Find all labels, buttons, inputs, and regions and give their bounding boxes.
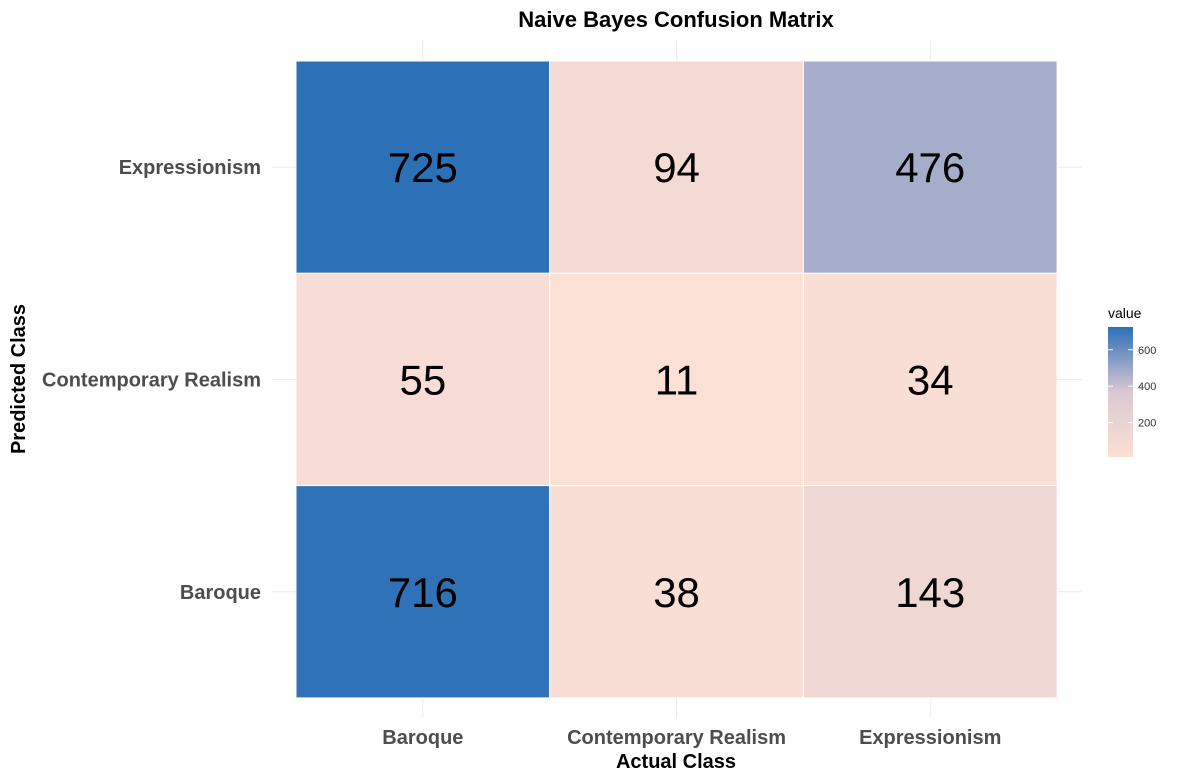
- x-axis-title: Actual Class: [616, 751, 736, 773]
- y-axis-tick-labels: Baroque Contemporary Realism Expressionism: [42, 157, 261, 604]
- heatmap-cell-expressionism-expressionism: [802, 60, 1058, 274]
- heatmap-cell-contemporary-realism-baroque: [295, 272, 551, 487]
- cell-value-labels: 725 94 476 55 11 34 716 38 143: [388, 144, 965, 616]
- cell-value-label: 725: [388, 144, 458, 191]
- chart-title: Naive Bayes Confusion Matrix: [518, 7, 834, 32]
- cell-value-label: 55: [399, 356, 446, 403]
- cell-value-label: 716: [388, 569, 458, 616]
- legend-color-bar: [1108, 327, 1133, 457]
- y-tick-label-contemporary-realism: Contemporary Realism: [42, 369, 261, 391]
- legend-title: value: [1108, 305, 1142, 321]
- legend-tick-label: 400: [1138, 381, 1156, 393]
- color-legend: value 200 400 600: [1108, 305, 1156, 457]
- x-tick-label-contemporary-realism: Contemporary Realism: [567, 727, 786, 749]
- heatmap-cell-expressionism-baroque: [295, 60, 551, 274]
- x-axis-tick-labels: Baroque Contemporary Realism Expressionism: [382, 727, 1001, 749]
- heatmap-cells: [295, 60, 1058, 699]
- y-tick-label-expressionism: Expressionism: [119, 157, 261, 179]
- cell-value-label: 34: [907, 356, 954, 403]
- y-tick-label-baroque: Baroque: [180, 582, 261, 604]
- heatmap-cell-baroque-expressionism: [802, 485, 1058, 699]
- x-tick-label-expressionism: Expressionism: [859, 727, 1001, 749]
- cell-value-label: 11: [655, 356, 699, 403]
- cell-value-label: 476: [895, 144, 965, 191]
- heatmap-cell-baroque-contemporary-realism: [549, 485, 804, 699]
- x-tick-label-baroque: Baroque: [382, 727, 463, 749]
- legend-tick-label: 200: [1138, 418, 1156, 430]
- heatmap-cell-contemporary-realism-expressionism: [802, 272, 1058, 487]
- cell-value-label: 38: [653, 569, 700, 616]
- legend-tick-label: 600: [1138, 345, 1156, 357]
- cell-value-label: 143: [895, 569, 965, 616]
- y-axis-title: Predicted Class: [8, 304, 30, 454]
- heatmap-cell-baroque-baroque: [295, 485, 551, 699]
- heatmap-cell-contemporary-realism-contemporary-realism: [549, 272, 804, 487]
- cell-value-label: 94: [653, 144, 700, 191]
